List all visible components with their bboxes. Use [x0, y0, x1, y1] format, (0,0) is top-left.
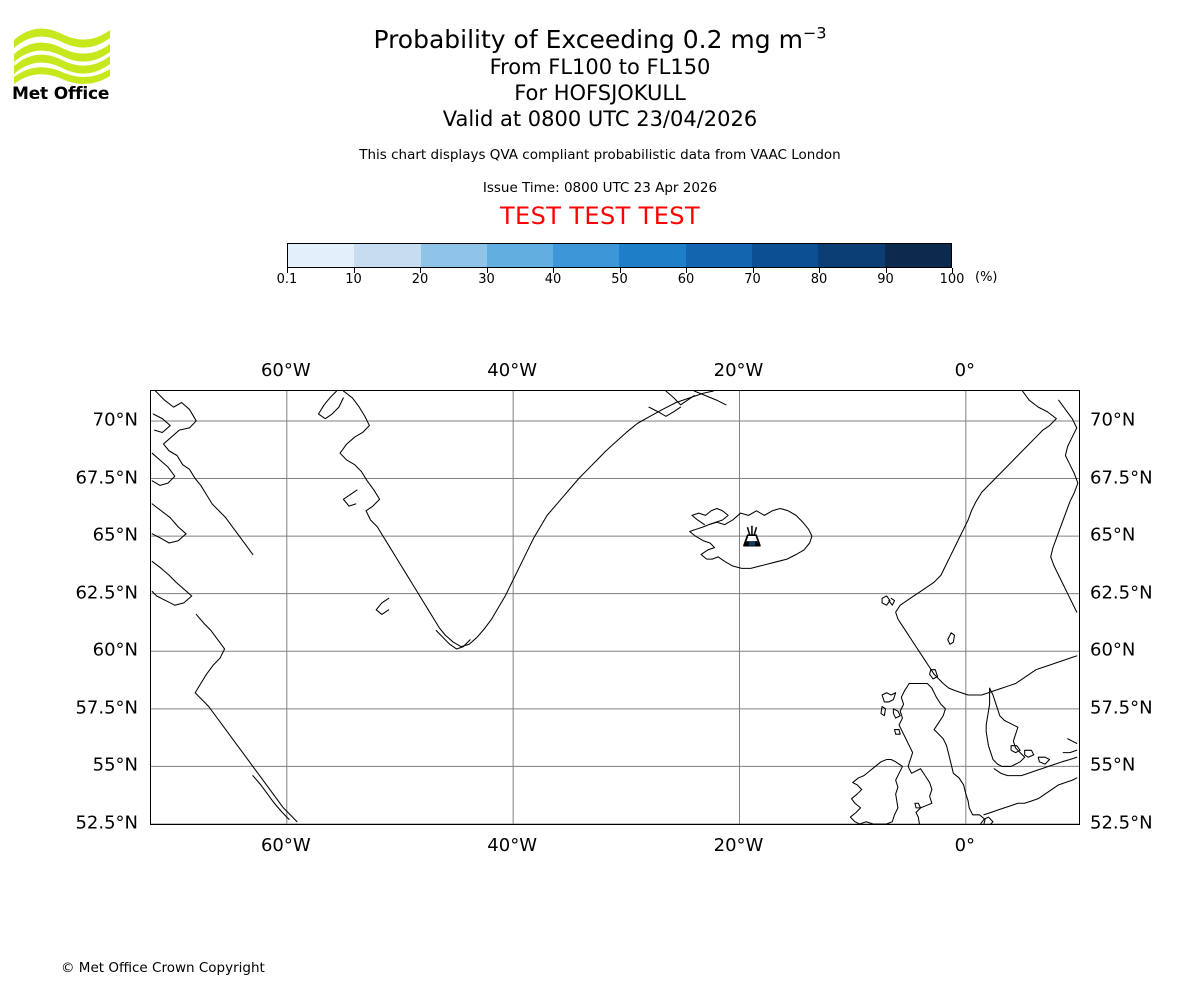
colorbar-tickmark-4 — [553, 268, 555, 273]
met-office-logo-text: Met Office — [12, 84, 110, 104]
page-title-text: Probability of Exceeding 0.2 mg m — [373, 25, 803, 54]
colorbar-band-6 — [685, 244, 753, 267]
colorbar-units-label: (%) — [975, 270, 998, 285]
colorbar-band-9 — [884, 244, 951, 267]
probability-colorbar: 0.1 10 20 30 40 50 60 70 80 90 100 — [277, 243, 964, 288]
met-office-wave-icon — [14, 28, 110, 84]
colorbar-tick-label-4: 40 — [544, 272, 562, 287]
lat-label-right-4: 62.5°N — [1090, 582, 1153, 604]
colorbar-tick-label-0: 0.1 — [276, 272, 298, 287]
colorbar-band-3 — [486, 244, 554, 267]
chart-header: Probability of Exceeding 0.2 mg m−3 From… — [0, 0, 1200, 230]
map-plot-area — [150, 390, 1080, 825]
lon-label-top-0: 60°W — [260, 360, 311, 381]
colorbar-tickmark-9 — [885, 268, 887, 273]
colorbar-tick-label-6: 60 — [677, 272, 695, 287]
colorbar-tick-label-5: 50 — [611, 272, 628, 287]
lat-label-right-0: 52.5°N — [1090, 812, 1153, 834]
lon-label-bottom-2: 20°W — [713, 835, 764, 856]
colorbar-tickmark-8 — [819, 268, 821, 273]
colorbar-band-8 — [818, 244, 885, 267]
map-gridlines — [151, 391, 1079, 824]
flight-level-subtitle: From FL100 to FL150 — [489, 55, 711, 79]
lat-label-left-5: 65°N — [92, 524, 138, 546]
lat-label-left-7: 70°N — [92, 409, 138, 431]
lon-label-bottom-1: 40°W — [487, 835, 537, 856]
lon-label-top-3: 0° — [954, 360, 976, 381]
met-office-logo: Met Office — [12, 22, 112, 114]
colorbar-band-1 — [354, 244, 421, 267]
colorbar-tickmark-6 — [686, 268, 688, 273]
lat-label-right-5: 65°N — [1090, 524, 1136, 546]
colorbar-tickmark-7 — [752, 268, 754, 273]
colorbar-band-0 — [288, 244, 355, 267]
lat-label-right-7: 70°N — [1090, 409, 1136, 431]
lat-label-right-3: 60°N — [1090, 639, 1136, 661]
valid-time-subtitle: Valid at 0800 UTC 23/04/2026 — [442, 107, 758, 132]
colorbar-tickmark-1 — [353, 268, 355, 273]
lat-label-right-6: 67.5°N — [1090, 467, 1153, 489]
map-canvas — [151, 391, 1079, 824]
lat-label-left-0: 52.5°N — [75, 812, 138, 834]
issue-time-label: Issue Time: 0800 UTC 23 Apr 2026 — [482, 180, 718, 197]
colorbar-tickmark-0 — [287, 268, 289, 273]
test-banner: TEST TEST TEST — [499, 202, 700, 231]
colorbar-band-2 — [420, 244, 487, 267]
colorbar-tickmark-3 — [486, 268, 488, 273]
lat-label-left-3: 60°N — [92, 639, 138, 661]
volcano-marker-icon — [743, 525, 761, 547]
colorbar-ticks: 0.1 10 20 30 40 50 60 70 80 90 100 — [277, 268, 964, 288]
lon-label-top-1: 40°W — [487, 360, 537, 381]
lat-label-left-4: 62.5°N — [75, 582, 138, 604]
colorbar-tickmark-2 — [420, 268, 422, 273]
volcano-subtitle: For HOFSJOKULL — [514, 81, 686, 106]
page-title-exponent: −3 — [802, 23, 827, 43]
colorbar-tickmark-5 — [619, 268, 621, 273]
page-title: Probability of Exceeding 0.2 mg m−3 — [0, 23, 1200, 54]
colorbar-band-5 — [619, 244, 686, 267]
colorbar-tickmark-10 — [952, 268, 954, 273]
lat-label-left-1: 55°N — [92, 754, 138, 776]
lat-label-left-6: 67.5°N — [75, 467, 138, 489]
colorbar-tick-label-1: 10 — [345, 272, 362, 287]
colorbar-bands — [287, 243, 952, 268]
colorbar-band-7 — [752, 244, 819, 267]
colorbar-band-4 — [553, 244, 620, 267]
lon-label-bottom-0: 60°W — [260, 835, 311, 856]
map-coastlines — [151, 391, 1079, 824]
colorbar-tick-label-2: 20 — [411, 272, 429, 287]
qva-compliance-note: This chart displays QVA compliant probab… — [359, 147, 841, 164]
lat-label-left-2: 57.5°N — [75, 697, 138, 719]
lon-label-top-2: 20°W — [713, 360, 764, 381]
copyright-footer: © Met Office Crown Copyright — [61, 960, 265, 976]
lat-label-right-2: 57.5°N — [1090, 697, 1153, 719]
colorbar-tick-label-9: 90 — [877, 272, 894, 287]
lon-label-bottom-3: 0° — [954, 835, 976, 856]
colorbar-tick-label-3: 30 — [478, 272, 495, 287]
colorbar-tick-label-8: 80 — [810, 272, 828, 287]
colorbar-tick-label-10: 100 — [939, 272, 965, 287]
lat-label-right-1: 55°N — [1090, 754, 1136, 776]
colorbar-tick-label-7: 70 — [744, 272, 761, 287]
